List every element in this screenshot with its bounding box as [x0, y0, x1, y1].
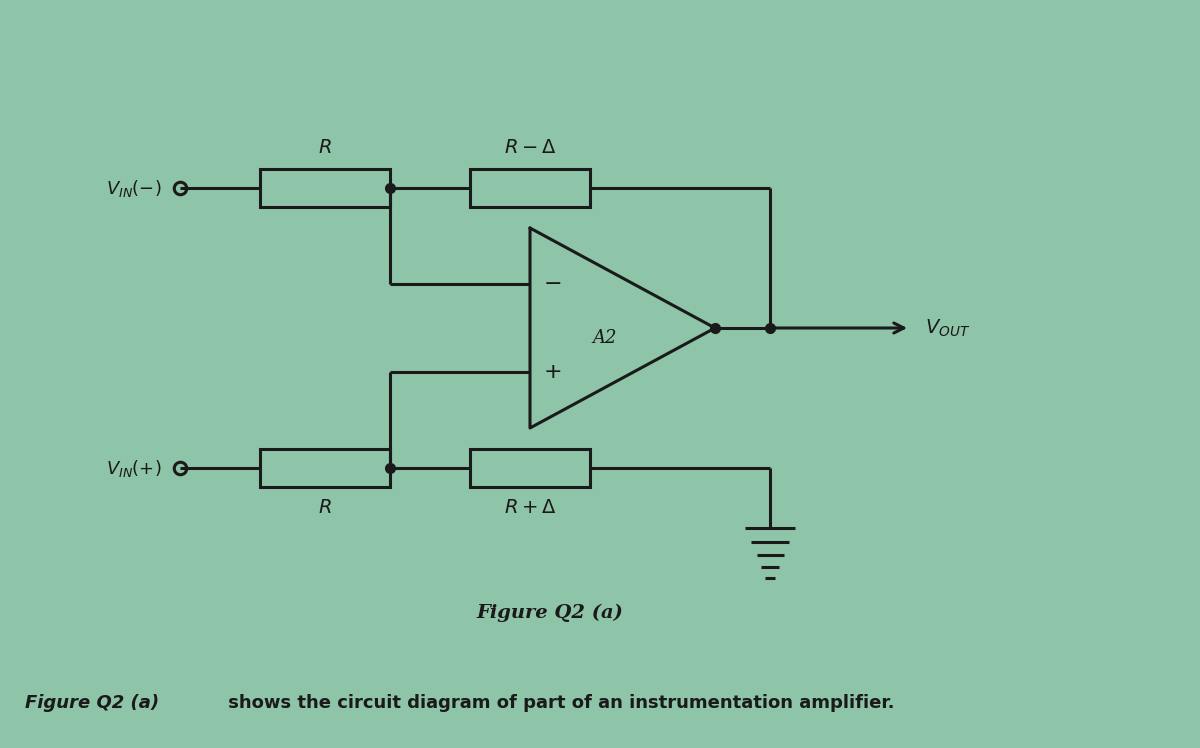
Bar	[260, 169, 390, 207]
Text: Figure Q2 (a): Figure Q2 (a)	[25, 694, 160, 712]
Text: $-$: $-$	[542, 272, 562, 292]
Text: $R$: $R$	[318, 499, 332, 517]
Text: $+$: $+$	[542, 362, 562, 382]
Text: Figure Q2 (a): Figure Q2 (a)	[476, 604, 624, 622]
Text: $V_{IN}(+)$: $V_{IN}(+)$	[107, 458, 162, 479]
Text: A2: A2	[593, 329, 617, 347]
Text: $R - \Delta$: $R - \Delta$	[504, 139, 557, 157]
Text: $R$: $R$	[318, 139, 332, 157]
Text: $V_{IN}(-)$: $V_{IN}(-)$	[107, 177, 162, 198]
Bar	[470, 169, 590, 207]
Text: shows the circuit diagram of part of an instrumentation amplifier.: shows the circuit diagram of part of an …	[222, 694, 894, 712]
Text: $R + \Delta$: $R + \Delta$	[504, 499, 557, 517]
Text: $V_{OUT}$: $V_{OUT}$	[925, 317, 971, 339]
Bar	[260, 449, 390, 487]
Bar	[470, 449, 590, 487]
